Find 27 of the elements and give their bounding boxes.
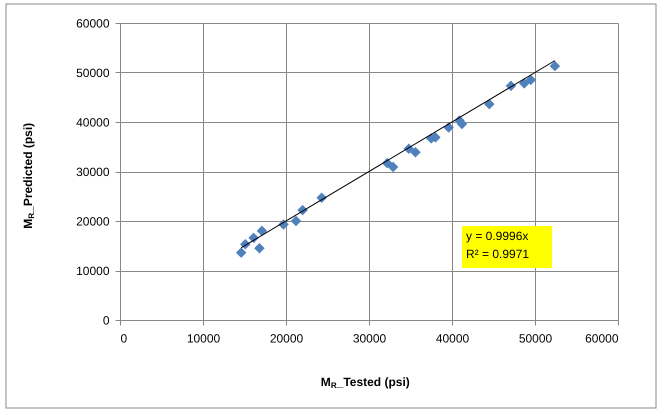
y-tick-label: 20000 <box>76 214 110 228</box>
y-tick-label: 40000 <box>76 116 110 130</box>
point <box>254 242 265 254</box>
y-tick-label: 30000 <box>76 165 110 179</box>
point <box>410 146 421 158</box>
y-axis-title: MR_Predicted (psi) <box>21 122 36 229</box>
point <box>388 162 398 172</box>
x-tick-label: 0 <box>120 332 128 346</box>
x-tick-label: 60000 <box>585 332 619 346</box>
x-tick-label: 20000 <box>270 332 304 346</box>
point <box>526 74 536 86</box>
point <box>484 98 495 110</box>
y-tick-label: 60000 <box>76 16 110 30</box>
point <box>290 216 302 226</box>
y-tick-label: 10000 <box>76 264 110 278</box>
y-tick-label: 50000 <box>76 66 110 80</box>
x-tick-label: 30000 <box>352 332 387 346</box>
x-tick-label: 50000 <box>518 332 553 346</box>
point <box>550 60 560 72</box>
point <box>256 226 268 236</box>
y-tick-label: 0 <box>102 314 110 328</box>
point <box>236 247 246 258</box>
annotation: y = 0.9996x <box>466 229 528 243</box>
point <box>518 78 530 89</box>
x-tick-label: 40000 <box>436 332 470 346</box>
x-tick-label: 10000 <box>186 332 221 346</box>
annotation: R² = 0.9971 <box>466 247 530 261</box>
